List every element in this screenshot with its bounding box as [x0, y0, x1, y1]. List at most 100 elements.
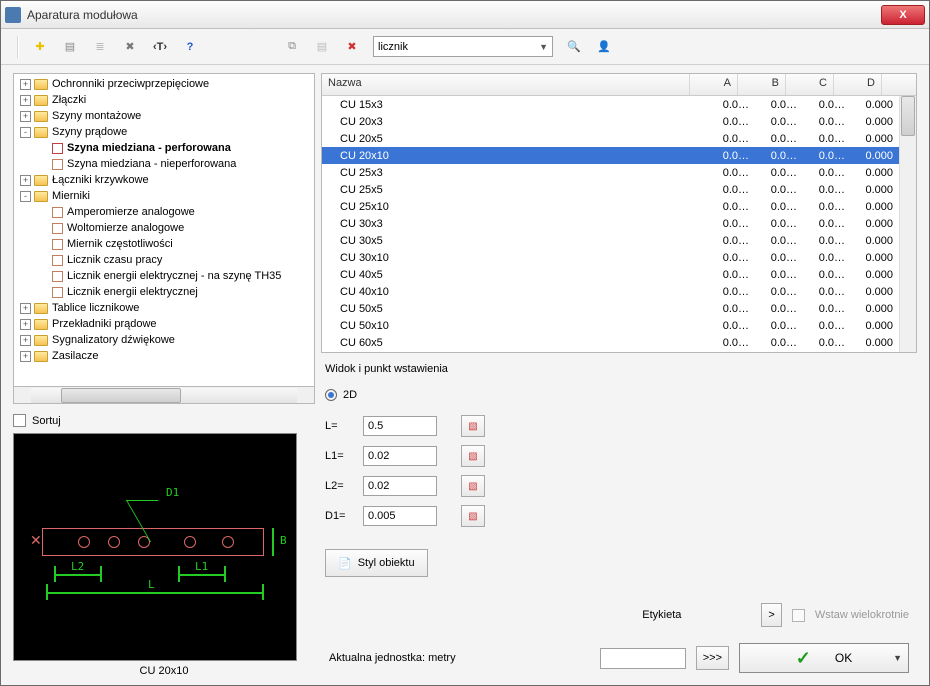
tree-node[interactable]: +Szyny montażowe [14, 108, 314, 124]
toolbar-separator [17, 36, 19, 58]
tree-node[interactable]: +Przekładniki prądowe [14, 316, 314, 332]
insert-multi-checkbox[interactable] [792, 609, 805, 622]
tree-node[interactable]: Licznik czasu pracy [14, 252, 314, 268]
tree-toggle[interactable]: + [20, 303, 31, 314]
tree-toggle[interactable]: + [20, 111, 31, 122]
cell-b: 0.0… [755, 286, 803, 298]
plus-icon[interactable]: ✚ [31, 38, 49, 56]
param-row: L2=▧ [325, 475, 913, 497]
tree-toggle[interactable]: - [20, 127, 31, 138]
paste-icon[interactable]: ▤ [313, 38, 331, 56]
grid-vscrollbar[interactable] [899, 96, 916, 352]
col-d[interactable]: D [834, 74, 882, 95]
tree-toggle [38, 271, 49, 282]
tree-node[interactable]: Miernik częstotliwości [14, 236, 314, 252]
table-row[interactable]: CU 25x50.0…0.0…0.0…0.000 [322, 181, 916, 198]
help-icon[interactable]: ? [181, 38, 199, 56]
table-row[interactable]: CU 50x50.0…0.0…0.0…0.000 [322, 300, 916, 317]
param-input[interactable] [363, 506, 437, 526]
col-b[interactable]: B [738, 74, 786, 95]
tree-node[interactable]: + Ochronniki przeciwprzepięciowe [14, 76, 314, 92]
cell-d: 0.000 [851, 133, 899, 145]
tree-toggle[interactable]: + [20, 319, 31, 330]
cell-d: 0.000 [851, 286, 899, 298]
l-dimension [46, 592, 262, 594]
tree-toggle [38, 143, 49, 154]
table-row[interactable]: CU 40x50.0…0.0…0.0…0.000 [322, 266, 916, 283]
pick-point-button[interactable]: ▧ [461, 505, 485, 527]
col-name[interactable]: Nazwa [322, 74, 690, 95]
table-row[interactable]: CU 25x100.0…0.0…0.0…0.000 [322, 198, 916, 215]
search-combo[interactable]: licznik ▼ [373, 36, 553, 57]
table-row[interactable]: CU 30x50.0…0.0…0.0…0.000 [322, 232, 916, 249]
tree-node[interactable]: +Sygnalizatory dźwiękowe [14, 332, 314, 348]
sort-checkbox[interactable] [13, 414, 26, 427]
table-row[interactable]: CU 20x30.0…0.0…0.0…0.000 [322, 113, 916, 130]
tree-node[interactable]: Amperomierze analogowe [14, 204, 314, 220]
col-a[interactable]: A [690, 74, 738, 95]
folder-icon [34, 127, 48, 138]
object-style-button[interactable]: 📄 Styl obiektu [325, 549, 428, 577]
cell-name: CU 25x5 [340, 184, 707, 196]
pick-point-button[interactable]: ▧ [461, 415, 485, 437]
prev-button[interactable]: > [761, 603, 781, 627]
tree-toggle[interactable]: + [20, 335, 31, 346]
tree-node[interactable]: +Tablice licznikowe [14, 300, 314, 316]
chevron-down-icon[interactable]: ▼ [539, 42, 548, 52]
param-input[interactable] [363, 416, 437, 436]
search-icon[interactable]: 🔍 [565, 38, 583, 56]
delete-icon[interactable]: ✖ [343, 38, 361, 56]
titlebar[interactable]: Aparatura modułowa X [1, 1, 929, 29]
tree-toggle[interactable]: - [20, 191, 31, 202]
param-input[interactable] [363, 446, 437, 466]
tree-node[interactable]: -Szyny prądowe [14, 124, 314, 140]
tree-node[interactable]: Szyna miedziana - nieperforowana [14, 156, 314, 172]
find-next-icon[interactable]: 👤 [595, 38, 613, 56]
text-icon[interactable]: ‹T› [151, 38, 169, 56]
tree-node[interactable]: Licznik energii elektrycznej - na szynę … [14, 268, 314, 284]
tree-node[interactable]: Szyna miedziana - perforowana [14, 140, 314, 156]
tree-label: Ochronniki przeciwprzepięciowe [52, 78, 209, 90]
table-row[interactable]: CU 15x30.0…0.0…0.0…0.000 [322, 96, 916, 113]
grid-header[interactable]: Nazwa A B C D [322, 74, 916, 96]
properties-icon[interactable]: ▤ [61, 38, 79, 56]
l1-dimension-label: L1 [195, 560, 208, 573]
mode-2d-radio[interactable] [325, 389, 337, 401]
tree-toggle[interactable]: + [20, 95, 31, 106]
category-tree[interactable]: +Ochronniki przeciwprzepięciowe+Złączki+… [13, 73, 315, 387]
table-row[interactable]: CU 25x30.0…0.0…0.0…0.000 [322, 164, 916, 181]
pick-point-button[interactable]: ▧ [461, 475, 485, 497]
table-row[interactable]: CU 30x30.0…0.0…0.0…0.000 [322, 215, 916, 232]
table-row[interactable]: CU 20x100.0…0.0…0.0…0.000 [322, 147, 916, 164]
list-icon[interactable]: ≣ [91, 38, 109, 56]
copy-icon[interactable]: ⧉ [283, 38, 301, 56]
table-row[interactable]: CU 50x100.0…0.0…0.0…0.000 [322, 317, 916, 334]
tree-node[interactable]: +Złączki [14, 92, 314, 108]
ok-button[interactable]: OK ▼ [739, 643, 909, 673]
table-row[interactable]: CU 20x50.0…0.0…0.0…0.000 [322, 130, 916, 147]
tree-node[interactable]: -Mierniki [14, 188, 314, 204]
tree-node[interactable]: +Zasilacze [14, 348, 314, 364]
mode-2d-label: 2D [343, 389, 357, 401]
tree-node[interactable]: Woltomierze analogowe [14, 220, 314, 236]
tree-toggle[interactable]: + [20, 175, 31, 186]
col-c[interactable]: C [786, 74, 834, 95]
param-input[interactable] [363, 476, 437, 496]
tree-toggle[interactable]: + [20, 79, 31, 90]
cell-d: 0.000 [851, 252, 899, 264]
etykieta-input[interactable] [600, 648, 686, 669]
table-row[interactable]: CU 30x100.0…0.0…0.0…0.000 [322, 249, 916, 266]
table-row[interactable]: CU 60x100.0…0.0…0.0…0.000 [322, 351, 916, 352]
items-grid[interactable]: Nazwa A B C D CU 15x30.0…0.0…0.0…0.000CU… [321, 73, 917, 353]
tree-toggle[interactable]: + [20, 351, 31, 362]
tools-icon[interactable]: ✖ [121, 38, 139, 56]
tree-node[interactable]: Licznik energii elektrycznej [14, 284, 314, 300]
table-row[interactable]: CU 40x100.0…0.0…0.0…0.000 [322, 283, 916, 300]
close-button[interactable]: X [881, 5, 925, 25]
chevron-down-icon[interactable]: ▼ [893, 653, 902, 663]
tree-hscrollbar[interactable] [13, 387, 315, 404]
more-button[interactable]: >>> [696, 646, 729, 670]
table-row[interactable]: CU 60x50.0…0.0…0.0…0.000 [322, 334, 916, 351]
tree-node[interactable]: +Łączniki krzywkowe [14, 172, 314, 188]
pick-point-button[interactable]: ▧ [461, 445, 485, 467]
